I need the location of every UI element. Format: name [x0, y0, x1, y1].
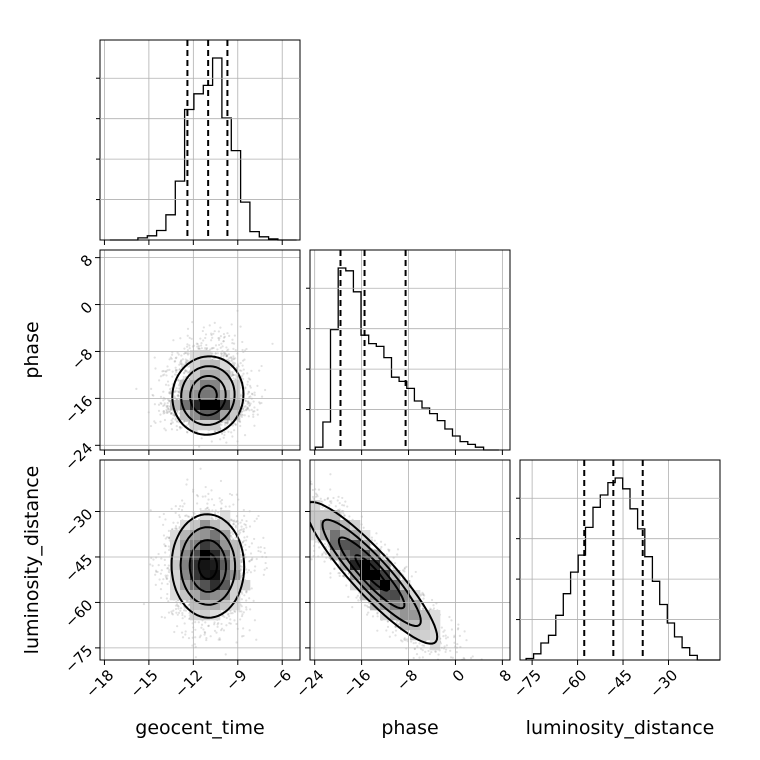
- y-tick-phase: −24: [61, 439, 100, 474]
- y-tick-luminosity-distance: −60: [61, 596, 310, 631]
- x-tick-label-geocent-time: −12: [171, 666, 206, 701]
- panel-border: [309, 249, 511, 451]
- contour-level: [198, 384, 218, 407]
- panel-border: [309, 459, 511, 661]
- y-tick-label: −30: [61, 505, 96, 540]
- y-tick-phase: 0: [77, 298, 100, 318]
- x-tick-label-geocent-time: −15: [127, 666, 162, 701]
- x-tick-label-luminosity-distance: −45: [601, 666, 636, 701]
- y-tick-label: 8: [77, 251, 96, 270]
- contour-level: [189, 375, 227, 417]
- contour-level: [170, 513, 246, 619]
- x-tick-label-phase: 8: [496, 666, 515, 685]
- histogram-phase: [306, 250, 510, 451]
- y-tick-phase: −16: [61, 392, 100, 427]
- panel-border: [99, 249, 301, 451]
- x-tick-label-geocent-time: −18: [82, 666, 117, 701]
- y-tick-phase: 8: [77, 251, 100, 271]
- y-tick-phase: −8: [68, 345, 100, 373]
- frame-0-0: [99, 39, 301, 245]
- density-0: [135, 309, 274, 450]
- contour-level: [180, 365, 236, 426]
- y-tick-label: −16: [61, 392, 96, 427]
- contour-level: [321, 518, 422, 627]
- panel-border: [99, 39, 301, 241]
- frame-1-0: [99, 249, 301, 455]
- ylabel-phase: phase: [21, 321, 43, 378]
- density-2: [310, 473, 483, 660]
- panels-layer: −18 −15 −12 −9 −6−24 −16 −8 0 8−75 −60 −45 −30−24−1…: [61, 39, 721, 701]
- density-1: [142, 467, 268, 659]
- xlabel-luminosity-distance: luminosity_distance: [526, 717, 715, 739]
- y-tick-label: 0: [77, 298, 96, 317]
- y-tick-label: −8: [68, 345, 96, 373]
- xlabel-phase: phase: [381, 717, 438, 739]
- histogram-step: [314, 267, 499, 451]
- panel-border: [99, 459, 301, 661]
- contours: [171, 355, 245, 436]
- panel-geocent-time-vs-luminosity-distance: [142, 467, 268, 659]
- x-tick-label-luminosity-distance: −30: [646, 666, 681, 701]
- x-tick-label-phase: −16: [339, 666, 374, 701]
- x-tick-label-luminosity-distance: −60: [555, 666, 590, 701]
- histogram-geocent-time: [96, 40, 300, 241]
- histogram-step: [109, 57, 297, 241]
- x-tick-label-phase: 0: [449, 666, 468, 685]
- contour-level: [310, 501, 439, 645]
- y-tick-label: −75: [61, 642, 96, 677]
- x-tick-label-geocent-time: −6: [267, 666, 295, 694]
- panel-phase-vs-luminosity-distance: [310, 473, 483, 660]
- x-tick-label-phase: −8: [393, 666, 421, 694]
- contour-level: [171, 355, 245, 436]
- contour-level: [179, 526, 237, 606]
- y-tick-label: −60: [61, 596, 96, 631]
- xlabel-geocent-time: geocent_time: [135, 717, 264, 739]
- panel-geocent-time-vs-phase: [135, 309, 274, 450]
- ylabel-luminosity-distance: luminosity_distance: [21, 466, 43, 655]
- histogram-luminosity-distance: [516, 460, 720, 661]
- y-tick-label: −45: [61, 551, 96, 586]
- panel-border: [519, 459, 721, 661]
- x-tick-label-luminosity-distance: −75: [510, 666, 545, 701]
- density-cells: [310, 500, 441, 651]
- frame-2-2: −75 −60 −45 −30: [510, 459, 721, 701]
- histogram-step: [525, 477, 720, 661]
- axis-labels-layer: geocent_time phase luminosity_distance p…: [21, 321, 714, 739]
- x-tick-label-phase: −24: [292, 666, 327, 701]
- frame-1-1: [309, 249, 511, 455]
- contours: [170, 513, 246, 619]
- contour-level: [197, 551, 219, 580]
- x-tick-label-geocent-time: −9: [222, 666, 250, 694]
- contour-level: [188, 539, 227, 593]
- y-tick-label: −24: [61, 439, 96, 474]
- frame-2-0: −18 −15 −12 −9 −6: [82, 459, 301, 701]
